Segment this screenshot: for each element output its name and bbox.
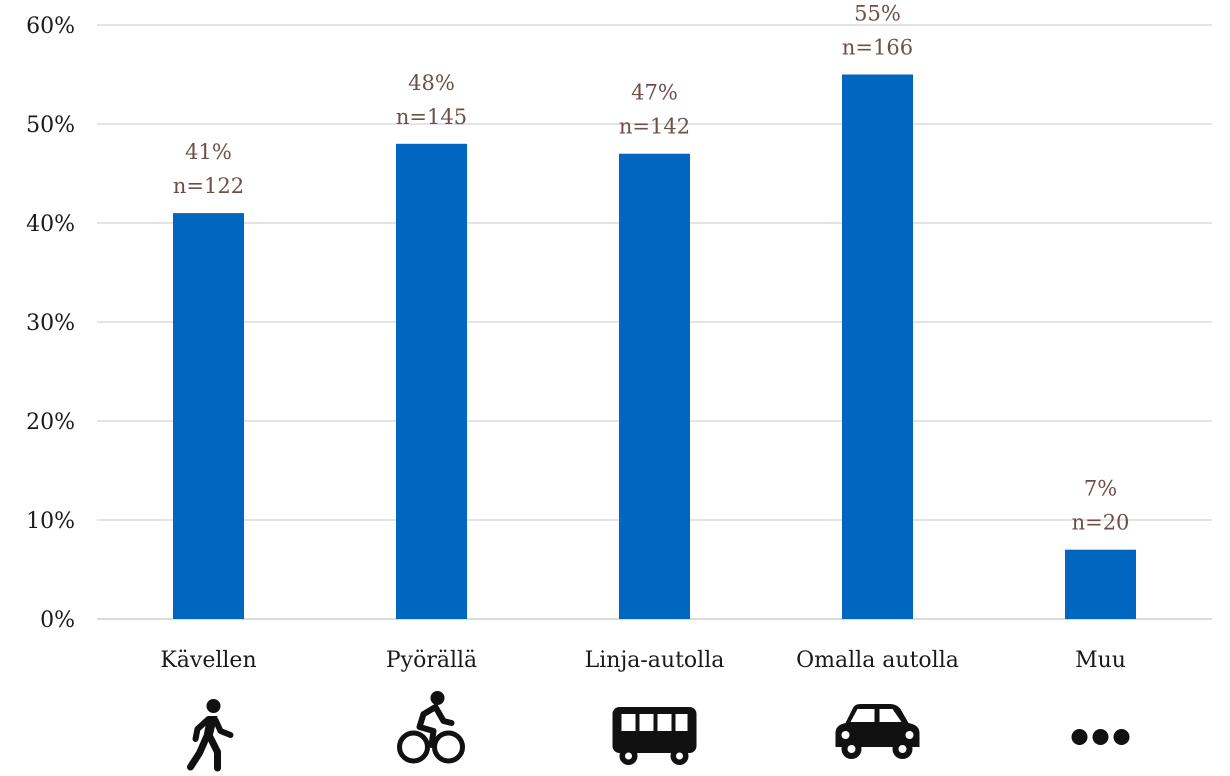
bar (1065, 549, 1136, 619)
bars (173, 74, 1136, 620)
x-tick-label: Pyörällä (386, 648, 477, 673)
data-label-count: n=145 (396, 105, 467, 129)
x-tick-label: Linja-autolla (585, 648, 725, 673)
bus-icon (612, 707, 697, 765)
walking-person-icon (187, 699, 234, 772)
y-tick-label: 40% (26, 212, 75, 237)
bar (619, 153, 690, 619)
x-tick-label: Omalla autolla (796, 648, 959, 673)
y-tick-label: 10% (26, 509, 75, 534)
bar (173, 213, 244, 619)
x-axis-ticks: Kävellen Pyörällä Linja-autolla Omalla auto… (160, 648, 1126, 673)
ellipsis-icon (1071, 729, 1130, 745)
data-label-count: n=20 (1072, 511, 1130, 535)
data-label-count: n=142 (619, 115, 690, 139)
y-axis-ticks: 0% 10% 20% 30% 40% 50% 60% (26, 14, 75, 633)
category-icons (187, 691, 1130, 772)
data-labels: 41% n=122 48% n=145 47% n=142 55% n=166 7% n=20 (173, 2, 1130, 535)
bar (396, 143, 467, 620)
y-tick-label: 30% (26, 311, 75, 336)
data-label-percent: 41% (185, 140, 232, 164)
data-label-count: n=166 (842, 36, 913, 60)
x-tick-label: Kävellen (160, 648, 256, 673)
cyclist-icon (397, 691, 465, 764)
y-tick-label: 50% (26, 113, 75, 138)
bar (842, 74, 913, 619)
x-tick-label: Muu (1075, 648, 1126, 673)
data-label-percent: 7% (1084, 477, 1117, 501)
data-label-percent: 48% (408, 71, 455, 95)
car-icon (835, 704, 920, 759)
data-label-percent: 47% (631, 81, 678, 105)
data-label-percent: 55% (854, 2, 901, 26)
y-tick-label: 60% (26, 14, 75, 39)
y-tick-label: 0% (40, 608, 75, 633)
data-label-count: n=122 (173, 174, 244, 198)
y-tick-label: 20% (26, 410, 75, 435)
